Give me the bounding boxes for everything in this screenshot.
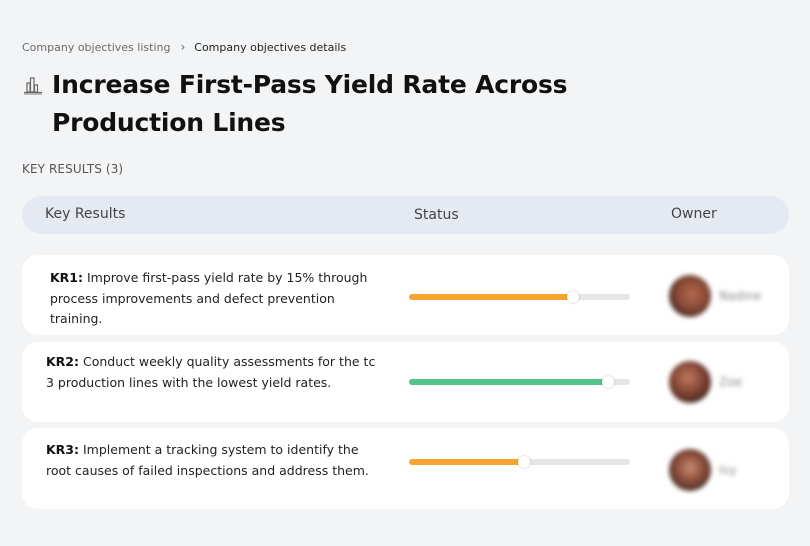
key-result-row-2[interactable]: KR2: Conduct weekly quality assessments … <box>22 342 789 422</box>
progress-slider-handle[interactable] <box>566 291 579 303</box>
owner[interactable]: Nadine <box>669 275 761 317</box>
column-header-status: Status <box>414 207 459 223</box>
key-result-line: 3 production lines with the lowest yield… <box>46 374 332 390</box>
key-result-row-3[interactable]: KR3: Implement a tracking system to iden… <box>22 428 789 509</box>
key-result-id: KR3: <box>46 442 80 457</box>
key-results-table-header: Key Results Status Owner <box>22 196 789 234</box>
key-result-description: KR1: Improve first-pass yield rate by 15… <box>50 268 380 330</box>
owner[interactable]: Zoe <box>669 361 742 403</box>
breadcrumb: Company objectives listing › Company obj… <box>22 40 346 54</box>
progress-fill <box>409 459 524 465</box>
chevron-right-icon: › <box>180 40 186 54</box>
progress-bar[interactable] <box>409 456 630 468</box>
avatar <box>669 275 711 317</box>
progress-fill <box>409 379 608 385</box>
avatar <box>669 361 711 403</box>
key-result-row-1[interactable]: KR1: Improve first-pass yield rate by 15… <box>22 255 789 335</box>
objective-header: Increase First-Pass Yield Rate Across Pr… <box>22 66 722 142</box>
progress-slider-handle[interactable] <box>517 456 530 468</box>
owner-name: Nadine <box>719 289 762 303</box>
key-result-text: Conduct weekly quality assessments for t… <box>79 354 376 369</box>
key-result-text: Implement a tracking system to identify … <box>46 442 369 478</box>
owner-name: Zoe <box>719 375 742 389</box>
key-results-count-label: KEY RESULTS (3) <box>22 162 124 176</box>
key-result-id: KR2: <box>46 354 80 369</box>
owner-name: Ivy <box>719 463 737 477</box>
owner[interactable]: Ivy <box>669 449 737 491</box>
page-title: Increase First-Pass Yield Rate Across Pr… <box>52 70 568 137</box>
avatar <box>669 449 711 491</box>
buildings-chart-icon <box>22 74 44 96</box>
key-result-line: KR2: Conduct weekly quality assessments … <box>46 352 396 373</box>
breadcrumb-objectives-listing[interactable]: Company objectives listing <box>22 40 171 54</box>
key-result-id: KR1: <box>50 270 84 285</box>
column-header-owner: Owner <box>671 206 717 222</box>
key-result-description: KR3: Implement a tracking system to iden… <box>46 440 376 481</box>
progress-bar[interactable] <box>409 291 630 303</box>
key-result-text: Improve first-pass yield rate by 15% thr… <box>50 270 368 326</box>
progress-slider-handle[interactable] <box>601 376 614 388</box>
progress-fill <box>409 294 573 300</box>
breadcrumb-objectives-details: Company objectives details <box>194 40 347 54</box>
key-result-description: KR2: Conduct weekly quality assessments … <box>46 352 396 393</box>
progress-bar[interactable] <box>409 376 630 388</box>
column-header-key-results: Key Results <box>45 206 126 222</box>
